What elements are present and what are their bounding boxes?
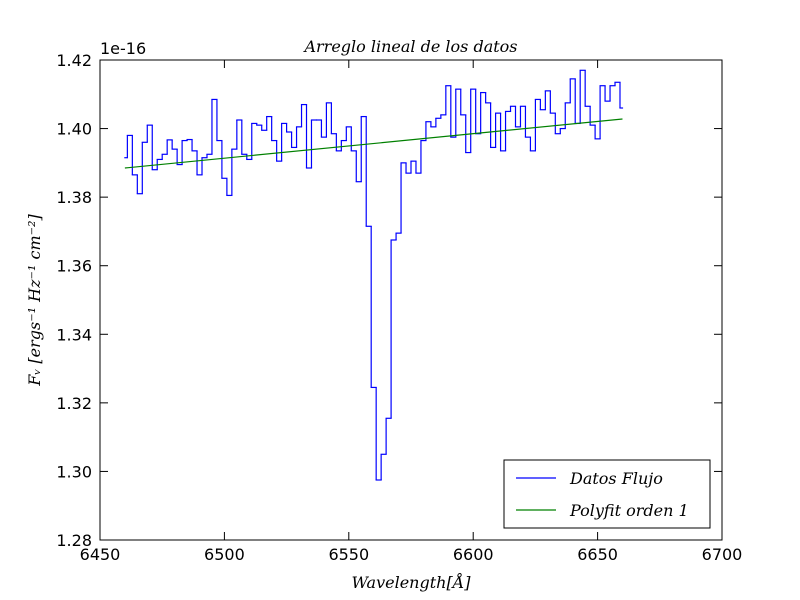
y-tick-label: 1.36 [56,257,92,276]
x-tick-label: 6550 [328,545,369,564]
plot-frame [99,59,723,541]
legend-label: Datos Flujo [569,469,663,488]
fit-line [124,118,623,169]
x-tick-label: 6500 [204,545,245,564]
chart-title: Arreglo lineal de los datos [302,37,517,56]
x-tick-label: 6700 [702,545,743,564]
y-tick-label: 1.30 [56,462,92,481]
y-tick-label: 1.28 [56,531,92,550]
y-axis-label: Fᵥ [ergs⁻¹ Hz⁻¹ cm⁻²] [25,214,44,387]
y-tick-label: 1.38 [56,188,92,207]
legend-box [503,459,711,529]
y-tick-label: 1.40 [56,120,92,139]
x-tick-label: 6650 [577,545,618,564]
legend-label: Polyfit orden 1 [569,501,689,520]
y-tick-label: 1.34 [56,325,92,344]
x-tick-label: 6600 [453,545,494,564]
x-axis-label: Wavelength[Å] [351,572,471,592]
x-tick-label: 6450 [80,545,121,564]
y-offset-label: 1e-16 [100,39,146,58]
y-tick-label: 1.32 [56,394,92,413]
y-tick-label: 1.42 [56,51,92,70]
